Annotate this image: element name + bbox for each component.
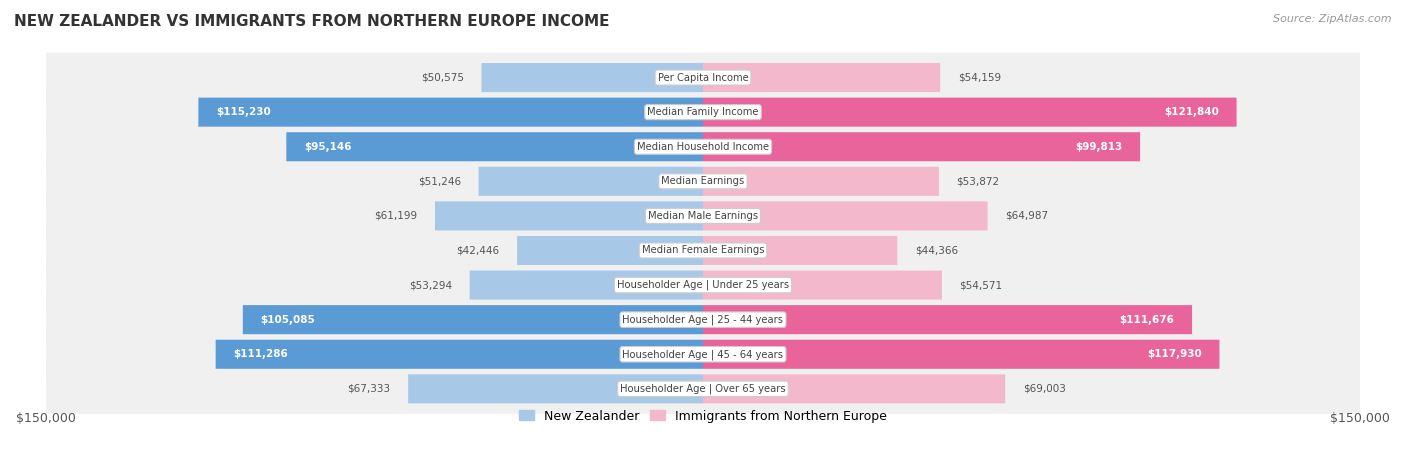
FancyBboxPatch shape [198, 98, 703, 127]
Text: Median Male Earnings: Median Male Earnings [648, 211, 758, 221]
Text: $99,813: $99,813 [1076, 142, 1122, 152]
FancyBboxPatch shape [703, 270, 942, 300]
Text: $115,230: $115,230 [217, 107, 270, 117]
FancyBboxPatch shape [243, 305, 703, 334]
Text: $53,294: $53,294 [409, 280, 453, 290]
Text: $44,366: $44,366 [915, 246, 957, 255]
Text: $53,872: $53,872 [956, 177, 1000, 186]
FancyBboxPatch shape [703, 236, 897, 265]
Text: $54,571: $54,571 [959, 280, 1002, 290]
Text: $51,246: $51,246 [418, 177, 461, 186]
Text: $42,446: $42,446 [457, 246, 499, 255]
Text: $61,199: $61,199 [374, 211, 418, 221]
FancyBboxPatch shape [703, 305, 1192, 334]
Text: $117,930: $117,930 [1147, 349, 1202, 359]
FancyBboxPatch shape [470, 270, 703, 300]
FancyBboxPatch shape [46, 156, 1360, 206]
Text: NEW ZEALANDER VS IMMIGRANTS FROM NORTHERN EUROPE INCOME: NEW ZEALANDER VS IMMIGRANTS FROM NORTHER… [14, 14, 610, 29]
FancyBboxPatch shape [703, 201, 987, 230]
FancyBboxPatch shape [434, 201, 703, 230]
FancyBboxPatch shape [703, 132, 1140, 161]
Legend: New Zealander, Immigrants from Northern Europe: New Zealander, Immigrants from Northern … [515, 404, 891, 428]
Text: Median Household Income: Median Household Income [637, 142, 769, 152]
FancyBboxPatch shape [46, 226, 1360, 276]
FancyBboxPatch shape [287, 132, 703, 161]
FancyBboxPatch shape [215, 340, 703, 369]
Text: Householder Age | Under 25 years: Householder Age | Under 25 years [617, 280, 789, 290]
Text: Householder Age | Over 65 years: Householder Age | Over 65 years [620, 383, 786, 394]
Text: $50,575: $50,575 [420, 72, 464, 83]
FancyBboxPatch shape [408, 375, 703, 403]
Text: Median Female Earnings: Median Female Earnings [641, 246, 765, 255]
Text: Householder Age | 25 - 44 years: Householder Age | 25 - 44 years [623, 314, 783, 325]
FancyBboxPatch shape [703, 375, 1005, 403]
Text: $111,676: $111,676 [1119, 315, 1174, 325]
FancyBboxPatch shape [703, 98, 1236, 127]
FancyBboxPatch shape [46, 295, 1360, 345]
FancyBboxPatch shape [46, 191, 1360, 241]
Text: $95,146: $95,146 [304, 142, 352, 152]
FancyBboxPatch shape [46, 87, 1360, 137]
Text: $111,286: $111,286 [233, 349, 288, 359]
Text: $121,840: $121,840 [1164, 107, 1219, 117]
Text: Householder Age | 45 - 64 years: Householder Age | 45 - 64 years [623, 349, 783, 360]
Text: Source: ZipAtlas.com: Source: ZipAtlas.com [1274, 14, 1392, 24]
FancyBboxPatch shape [46, 260, 1360, 310]
Text: $64,987: $64,987 [1005, 211, 1049, 221]
FancyBboxPatch shape [46, 53, 1360, 102]
Text: $69,003: $69,003 [1022, 384, 1066, 394]
FancyBboxPatch shape [703, 167, 939, 196]
Text: $105,085: $105,085 [260, 315, 315, 325]
FancyBboxPatch shape [46, 364, 1360, 414]
FancyBboxPatch shape [703, 340, 1219, 369]
Text: Median Earnings: Median Earnings [661, 177, 745, 186]
FancyBboxPatch shape [46, 122, 1360, 172]
FancyBboxPatch shape [478, 167, 703, 196]
FancyBboxPatch shape [46, 329, 1360, 379]
FancyBboxPatch shape [517, 236, 703, 265]
Text: $67,333: $67,333 [347, 384, 391, 394]
FancyBboxPatch shape [481, 63, 703, 92]
Text: Median Family Income: Median Family Income [647, 107, 759, 117]
FancyBboxPatch shape [703, 63, 941, 92]
Text: Per Capita Income: Per Capita Income [658, 72, 748, 83]
Text: $54,159: $54,159 [957, 72, 1001, 83]
